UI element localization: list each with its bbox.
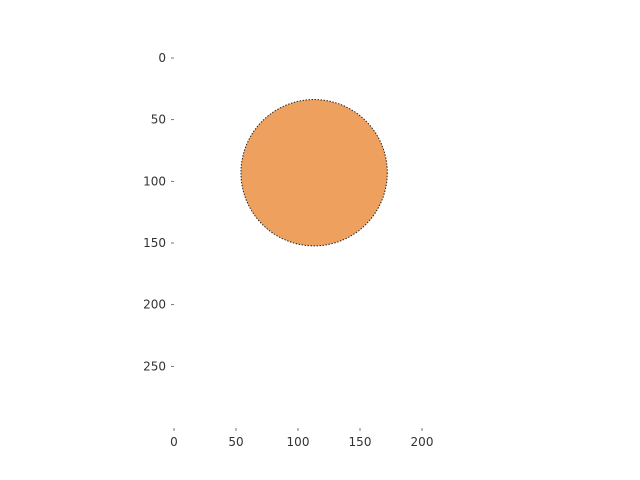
y-tick-label: 200 — [143, 298, 166, 312]
y-tick-label: 50 — [151, 113, 166, 127]
y-tick-label: 250 — [143, 359, 166, 373]
y-tick-label: 150 — [143, 236, 166, 250]
x-tick-label: 0 — [170, 435, 178, 449]
shapes-layer — [240, 99, 388, 247]
x-tick-label: 200 — [411, 435, 434, 449]
x-tick-label: 150 — [349, 435, 372, 449]
x-axis: 0 50 100 150 200 — [170, 428, 433, 449]
y-tick-label: 0 — [158, 51, 166, 65]
x-tick-label: 50 — [228, 435, 243, 449]
y-axis: 0 50 100 150 200 250 — [143, 51, 174, 373]
x-tick-label: 100 — [287, 435, 310, 449]
circle-shape-0 — [240, 99, 388, 247]
y-tick-label: 100 — [143, 174, 166, 188]
plot-area — [174, 58, 484, 428]
